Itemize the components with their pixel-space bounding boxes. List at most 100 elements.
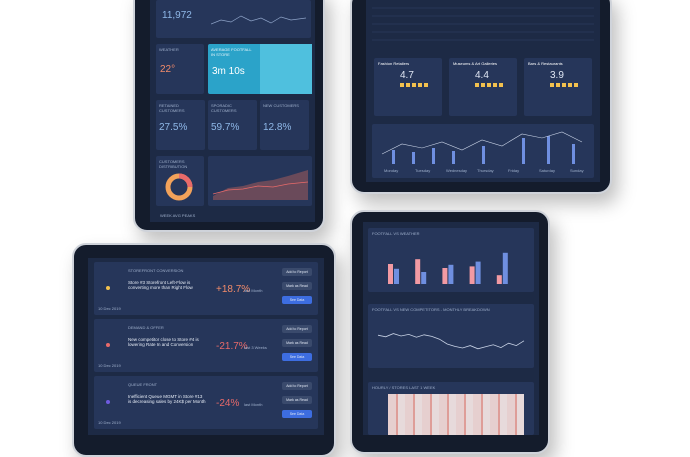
alert-date: 10 Dec 2019 xyxy=(98,363,121,368)
day-label: Friday xyxy=(508,168,520,173)
bar xyxy=(415,259,421,284)
bar xyxy=(475,261,481,284)
bar xyxy=(496,275,502,284)
card: Fashion Retailers 4.7 xyxy=(374,58,442,116)
rating-score: 4.4 xyxy=(475,70,489,81)
bar xyxy=(388,264,393,284)
card-title: SPORADIC CUSTOMERS xyxy=(211,103,237,113)
card-title: RETAINED CUSTOMERS xyxy=(159,103,185,113)
button[interactable]: See Data xyxy=(282,353,312,361)
chart-title: FOOTFALL VS NEW COMPETITORS - MONTHLY BR… xyxy=(372,307,490,312)
button[interactable]: Add to Report xyxy=(282,268,312,276)
card: RETAINED CUSTOMERS 27.5% xyxy=(156,100,205,150)
screen: STOREFRONT CONVERSION Store #3 Storefront… xyxy=(88,258,324,435)
alert-category: QUEUE FRONT xyxy=(128,382,158,387)
area-chart xyxy=(212,170,309,200)
alert-period: last Month xyxy=(244,402,263,407)
button[interactable]: Add to Report xyxy=(282,325,312,333)
card-title: WEATHER xyxy=(159,47,179,52)
line xyxy=(377,333,525,350)
bar xyxy=(448,264,454,284)
alert-category: STOREFRONT CONVERSION xyxy=(128,268,184,273)
heatmap xyxy=(388,394,524,435)
alert-period: last 3 Weeks xyxy=(244,345,267,350)
visitors: 11,972 xyxy=(162,10,192,21)
card xyxy=(208,156,312,206)
button[interactable]: See Data xyxy=(282,410,312,418)
day-label: Tuesday xyxy=(415,168,431,173)
rating-score: 4.7 xyxy=(400,70,414,81)
alert-value: -21.7% xyxy=(216,341,248,352)
card: CUSTOMERS DISTRIBUTION xyxy=(156,156,204,206)
bar xyxy=(394,268,399,284)
rating-title: Fashion Retailers xyxy=(378,61,410,66)
alert-value: +18.7% xyxy=(216,284,251,295)
button[interactable]: Mark as Read xyxy=(282,339,312,347)
card: AVERAGE FOOTFALL IN STORE 3m 10s xyxy=(208,44,312,94)
bar xyxy=(502,252,508,284)
card: Monday Tuesday Wednesday Thursday Friday Satu… xyxy=(372,124,594,178)
screen: Monday Tuesday Wednesday Thursday Friday Satu… xyxy=(366,0,600,182)
stars xyxy=(475,83,505,87)
bar-chart xyxy=(388,252,508,284)
stars xyxy=(550,83,580,87)
screen: FOOTFALL VS WEATHER FOOTFALL VS NEW COMP… xyxy=(363,222,539,435)
sparkline xyxy=(211,15,306,25)
day-label: Wednesday xyxy=(446,168,468,173)
day-label: Sunday xyxy=(570,168,584,173)
card: Bars & Restaurants 3.9 xyxy=(524,58,592,116)
card: FOOTFALL VS NEW COMPETITORS - MONTHLY BR… xyxy=(368,304,534,368)
rating-title: Museums & Art Galleries xyxy=(453,61,498,66)
card: FOOTFALL VS WEATHER xyxy=(368,228,534,292)
card: WEATHER 22° xyxy=(156,44,204,94)
dot xyxy=(106,286,110,290)
alert-category: DEMAND & OFFER xyxy=(128,325,164,330)
button[interactable]: Mark as Read xyxy=(282,282,312,290)
section-title: WEEK AVG PEAKS xyxy=(160,213,196,218)
panel xyxy=(260,44,312,94)
button[interactable]: See Data xyxy=(282,296,312,304)
kpi-value: 27.5% xyxy=(159,122,188,133)
dot xyxy=(106,343,110,347)
alert-text: Inefficient Queue MGMT in Store #13 is d… xyxy=(128,394,206,404)
dot xyxy=(106,400,110,404)
card: Museums & Art Galleries 4.4 xyxy=(449,58,517,116)
card: SPORADIC CUSTOMERS 59.7% xyxy=(208,100,257,150)
temperature: 22° xyxy=(160,64,176,75)
alert-period: last Month xyxy=(244,288,263,293)
alert-value: -24% xyxy=(216,398,240,409)
card-title: NEW CUSTOMERS xyxy=(263,103,299,108)
bar-line-chart xyxy=(381,131,583,164)
day-label: Thursday xyxy=(477,168,494,173)
kpi-value: 12.8% xyxy=(263,122,292,133)
line-chart xyxy=(377,333,525,350)
screen: 11,972 WEATHER 22° AVERAGE FOOTFALL IN S… xyxy=(150,0,315,222)
button[interactable]: Mark as Read xyxy=(282,396,312,404)
donut xyxy=(165,173,193,201)
button[interactable]: Add to Report xyxy=(282,382,312,390)
rating-score: 3.9 xyxy=(550,70,564,81)
bar xyxy=(469,266,475,284)
card-title: CUSTOMERS DISTRIBUTION xyxy=(159,159,188,169)
alert-card: DEMAND & OFFER New competitor close to St… xyxy=(94,319,318,372)
rating-title: Bars & Restaurants xyxy=(528,61,563,66)
alert-text: Store #3 Storefront Left-Flow is convert… xyxy=(128,280,193,290)
table xyxy=(372,7,594,41)
bar xyxy=(442,268,448,284)
card: 11,972 xyxy=(156,0,311,38)
card: NEW CUSTOMERS 12.8% xyxy=(260,100,309,150)
card: HOURLY / STORES LAST 1 WEEK xyxy=(368,382,534,435)
alert-card: QUEUE FRONT Inefficient Queue MGMT in Sto… xyxy=(94,376,318,429)
alert-date: 10 Dec 2019 xyxy=(98,306,121,311)
kpi-value: 59.7% xyxy=(211,122,240,133)
bar xyxy=(421,272,427,284)
card-title: AVERAGE FOOTFALL IN STORE xyxy=(211,47,252,57)
stars xyxy=(400,83,430,87)
footfall: 3m 10s xyxy=(212,66,245,77)
alert-card: STOREFRONT CONVERSION Store #3 Storefront… xyxy=(94,262,318,315)
chart-title: FOOTFALL VS WEATHER xyxy=(372,231,420,236)
alert-date: 10 Dec 2019 xyxy=(98,420,121,425)
day-label: Saturday xyxy=(539,168,556,173)
page: 11,972 WEATHER 22° AVERAGE FOOTFALL IN S… xyxy=(72,0,612,457)
chart-title: HOURLY / STORES LAST 1 WEEK xyxy=(372,385,436,390)
